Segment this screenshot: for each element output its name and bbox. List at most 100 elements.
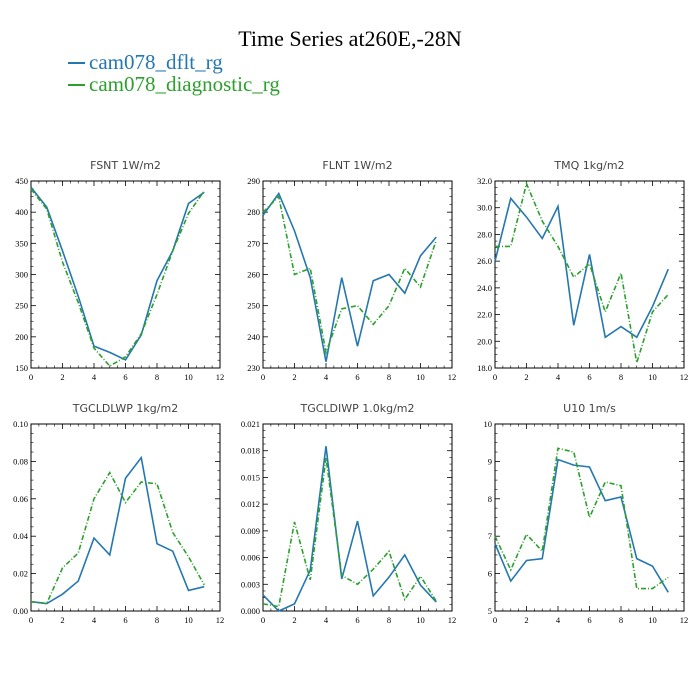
panel-title: U10 1m/s <box>563 402 616 415</box>
y-tick-label: 0.021 <box>241 419 260 429</box>
x-tick-label: 12 <box>216 615 225 625</box>
x-tick-label: 12 <box>448 615 457 625</box>
plot-frame <box>30 423 221 612</box>
x-tick-label: 12 <box>216 372 225 382</box>
x-tick-label: 6 <box>587 615 591 625</box>
y-tick-label: 0.015 <box>241 472 260 482</box>
series-line-diagnostic <box>262 457 437 608</box>
y-tick-label: 230 <box>247 363 260 373</box>
plot-frame <box>262 180 453 369</box>
y-tick-label: 0.04 <box>13 531 29 541</box>
y-tick-label: 250 <box>15 301 28 311</box>
y-tick-label: 8 <box>488 494 492 504</box>
legend-entry-dflt: cam078_dflt_rg <box>68 50 223 75</box>
legend-label-dflt: cam078_dflt_rg <box>89 50 223 74</box>
y-tick-label: 290 <box>247 176 260 186</box>
y-tick-label: 7 <box>488 531 492 541</box>
x-tick-label: 2 <box>60 372 64 382</box>
y-tick-label: 28.0 <box>477 229 492 239</box>
y-tick-label: 0.009 <box>241 526 260 536</box>
x-tick-label: 8 <box>387 372 391 382</box>
panel-title: TGCLDLWP 1kg/m2 <box>72 402 178 415</box>
x-tick-label: 12 <box>448 372 457 382</box>
x-tick-label: 8 <box>155 372 159 382</box>
x-tick-label: 6 <box>123 372 127 382</box>
x-tick-label: 4 <box>556 615 561 625</box>
x-tick-label: 0 <box>493 615 497 625</box>
x-tick-label: 4 <box>324 372 329 382</box>
y-tick-label: 0.006 <box>241 553 260 563</box>
x-tick-label: 10 <box>648 615 657 625</box>
chart-panel-2: FLNT 1W/m2 0 2 4 6 8 10 12 230 240 250 260 270 280 290 <box>247 159 456 382</box>
x-tick-label: 8 <box>619 615 623 625</box>
x-tick-label: 8 <box>619 372 623 382</box>
x-tick-label: 10 <box>416 615 425 625</box>
legend-entry-diagnostic: cam078_diagnostic_rg <box>68 72 280 97</box>
x-tick-label: 6 <box>355 615 359 625</box>
series-line-dflt <box>262 191 437 362</box>
y-tick-label: 0.000 <box>241 606 260 616</box>
chart-panel-6: U10 1m/s 0 2 4 6 8 10 12 5 6 7 8 9 10 <box>484 402 689 625</box>
figure-title: Time Series at260E,-28N <box>238 26 462 51</box>
x-tick-label: 2 <box>524 372 528 382</box>
y-tick-label: 200 <box>15 332 28 342</box>
x-tick-label: 0 <box>261 372 265 382</box>
y-tick-label: 20.0 <box>477 336 492 346</box>
legend-line-dflt-icon <box>68 62 85 64</box>
y-tick-label: 32.0 <box>477 176 492 186</box>
panel-title: TGCLDIWP 1.0kg/m2 <box>299 402 414 415</box>
series-line-diagnostic <box>494 447 669 590</box>
y-tick-label: 240 <box>247 332 260 342</box>
x-tick-label: 2 <box>292 372 296 382</box>
y-tick-label: 400 <box>15 207 28 217</box>
legend-line-diagnostic-icon <box>68 84 85 86</box>
x-tick-label: 0 <box>29 372 33 382</box>
panel-title: FLNT 1W/m2 <box>322 159 392 172</box>
y-tick-label: 6 <box>488 569 492 579</box>
y-tick-label: 10 <box>484 419 493 429</box>
y-tick-label: 30.0 <box>477 203 492 213</box>
y-tick-label: 5 <box>488 606 492 616</box>
plot-frame <box>262 423 453 612</box>
x-tick-label: 6 <box>123 615 127 625</box>
series-line-dflt <box>30 455 205 605</box>
series-line-diagnostic <box>262 194 438 356</box>
x-tick-label: 4 <box>92 615 97 625</box>
x-tick-label: 6 <box>355 372 359 382</box>
chart-panel-5: TGCLDIWP 1.0kg/m2 0 2 4 6 8 10 12 0.000 0.003 0.00… <box>241 402 456 625</box>
y-tick-label: 260 <box>247 270 260 280</box>
y-tick-label: 150 <box>15 363 28 373</box>
y-tick-label: 270 <box>247 238 260 248</box>
y-tick-label: 0.08 <box>13 456 28 466</box>
y-tick-label: 250 <box>247 301 260 311</box>
x-tick-label: 8 <box>387 615 391 625</box>
x-tick-label: 4 <box>324 615 329 625</box>
y-tick-label: 26.0 <box>477 256 492 266</box>
y-tick-label: 24.0 <box>477 283 492 293</box>
y-tick-label: 0.06 <box>13 494 28 504</box>
x-tick-label: 2 <box>60 615 64 625</box>
x-tick-label: 10 <box>184 372 193 382</box>
legend-label-diagnostic: cam078_diagnostic_rg <box>89 72 280 96</box>
x-tick-label: 4 <box>92 372 97 382</box>
x-tick-label: 10 <box>184 615 193 625</box>
y-tick-label: 0.02 <box>13 569 28 579</box>
x-tick-label: 10 <box>648 372 657 382</box>
y-tick-label: 300 <box>15 270 28 280</box>
chart-panel-3: TMQ 1kg/m2 0 2 4 6 8 10 12 18.0 20.0 22.0 24.0 26.0 2… <box>477 159 688 382</box>
y-tick-label: 0.10 <box>13 419 28 429</box>
series-line-dflt <box>262 446 437 612</box>
x-tick-label: 10 <box>416 372 425 382</box>
series-line-dflt <box>494 196 669 339</box>
chart-panel-4: TGCLDLWP 1kg/m2 0 2 4 6 8 10 12 0.00 0.02 0.04 0.06… <box>13 402 224 625</box>
x-tick-label: 4 <box>556 372 561 382</box>
x-tick-label: 0 <box>261 615 265 625</box>
series-line-dflt <box>30 186 205 361</box>
panel-title: FSNT 1W/m2 <box>90 159 161 172</box>
y-tick-label: 9 <box>488 456 492 466</box>
panel-title: TMQ 1kg/m2 <box>553 159 624 172</box>
chart-panel-1: FSNT 1W/m2 0 2 4 6 8 10 12 150 200 250 300 350 400 450 <box>15 159 224 382</box>
series-line-dflt <box>494 458 669 593</box>
x-tick-label: 0 <box>29 615 33 625</box>
